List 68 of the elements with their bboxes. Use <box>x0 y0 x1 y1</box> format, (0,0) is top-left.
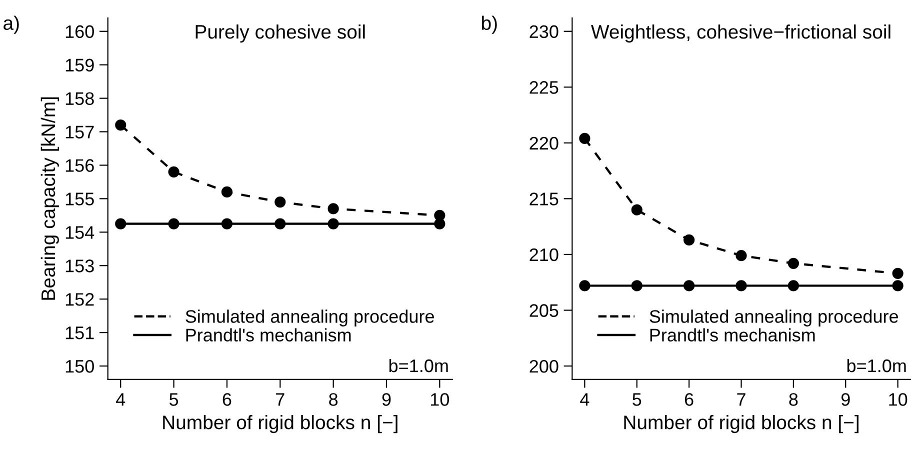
point <box>684 280 695 292</box>
point <box>221 218 233 230</box>
y-tick-label: 156 <box>66 159 94 172</box>
x-tick-label: 4 <box>580 393 590 406</box>
point <box>892 268 904 279</box>
y-tick-label: 210 <box>530 248 558 262</box>
y-axis-title: Bearing capacity [kN/m] <box>40 97 59 300</box>
point <box>274 196 286 208</box>
y-tick-label: 159 <box>66 58 94 72</box>
point <box>684 234 695 246</box>
x-tick-label: 9 <box>382 393 391 406</box>
x-tick-label: 4 <box>116 393 126 406</box>
x-tick-label: 5 <box>169 393 178 406</box>
point <box>328 218 339 230</box>
point <box>328 203 339 214</box>
point <box>221 186 233 198</box>
chart-title: Weightless, cohesive−frictional soil <box>591 24 890 43</box>
y-tick-label: 225 <box>530 81 558 94</box>
point <box>168 218 180 230</box>
x-axis-title: Number of rigid blocks n [−] <box>163 414 398 434</box>
y-tick-label: 200 <box>530 360 558 373</box>
y-tick-label: 230 <box>530 25 558 38</box>
y-tick-label: 152 <box>66 293 94 306</box>
y-tick-label: 157 <box>66 126 94 138</box>
x-tick-label: 6 <box>222 393 232 406</box>
annotation: b=1.0m <box>847 358 906 372</box>
point <box>631 204 642 216</box>
y-tick-label: 155 <box>66 192 94 206</box>
y-tick-label: 154 <box>66 226 94 239</box>
x-tick-label: 5 <box>632 393 642 406</box>
legend-label: Prandtl's mechanism <box>186 328 351 342</box>
x-tick-label: 6 <box>684 393 694 406</box>
y-tick-label: 151 <box>66 326 94 340</box>
annotation: b=1.0m <box>389 358 448 372</box>
x-tick-label: 9 <box>841 393 850 406</box>
legend-label: Simulated annealing procedure <box>186 310 434 326</box>
chart-title: Purely cohesive soil <box>196 24 365 43</box>
y-tick-label: 205 <box>530 304 558 317</box>
x-axis-title: Number of rigid blocks n [−] <box>624 414 858 434</box>
y-tick-label: 215 <box>530 192 558 206</box>
legend-label: Simulated annealing procedure <box>650 310 898 326</box>
point <box>631 280 642 292</box>
point <box>115 218 126 230</box>
x-tick-label: 8 <box>329 393 338 406</box>
y-tick-label: 158 <box>66 92 94 105</box>
y-tick-label: 160 <box>66 25 94 38</box>
y-tick-label: 153 <box>66 260 94 272</box>
x-tick-label: 8 <box>789 393 798 406</box>
point <box>892 280 904 292</box>
x-tick-label: 10 <box>889 393 908 406</box>
x-tick-label: 7 <box>737 393 746 406</box>
point <box>115 120 126 131</box>
point <box>274 218 286 230</box>
point <box>434 218 446 230</box>
y-tick-label: 220 <box>530 136 558 150</box>
text: b) <box>482 16 497 34</box>
point <box>736 280 747 292</box>
text: a) <box>4 16 19 34</box>
point <box>736 250 747 262</box>
x-tick-label: 7 <box>276 393 284 406</box>
y-tick-label: 150 <box>66 360 94 373</box>
legend-label: Prandtl's mechanism <box>650 328 815 342</box>
x-tick-label: 10 <box>431 393 450 406</box>
point <box>579 132 590 144</box>
point <box>168 166 180 178</box>
point <box>788 258 799 269</box>
point <box>788 280 799 292</box>
point <box>579 280 590 292</box>
